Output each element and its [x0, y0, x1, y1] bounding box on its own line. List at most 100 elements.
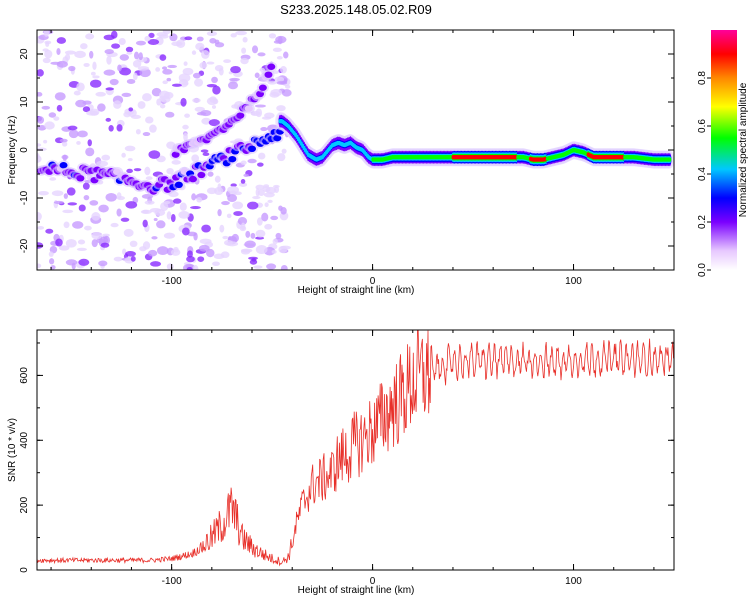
spectrogram-speckle: [49, 258, 55, 265]
spectrogram-speckle: [214, 175, 221, 183]
spectrogram-speckle: [150, 261, 162, 267]
spectrogram-speckle: [264, 202, 269, 208]
colorbar-tick-label: 0.0: [697, 263, 708, 277]
spectrogram-speckle: [76, 247, 87, 252]
spectrogram-speckle: [78, 258, 90, 266]
spectrogram-speckle: [257, 189, 265, 196]
spectrogram-speckle: [113, 100, 122, 109]
spectrogram-speckle: [255, 229, 266, 238]
spectrogram-speckle: [190, 205, 201, 210]
spectrogram-speckle: [221, 200, 230, 206]
spectrogram-speckle: [182, 124, 189, 130]
x-tick-label: 100: [565, 576, 582, 587]
spectrogram-speckle: [192, 72, 201, 79]
spectrogram-speckle: [123, 228, 134, 237]
spectrogram-speckle: [145, 176, 153, 181]
spectrogram-speckle: [194, 106, 205, 112]
spectrogram-speckle: [159, 54, 167, 61]
spectrogram-speckle: [229, 77, 240, 82]
ridge-upper-blob: [258, 84, 267, 91]
spectrogram-speckle: [197, 256, 205, 262]
spectrogram-speckle: [89, 200, 99, 206]
spectrogram-speckle: [183, 61, 188, 66]
spectrogram-speckle: [153, 217, 158, 222]
spectrogram-speckle: [186, 250, 193, 258]
y-tick-label: -10: [19, 190, 30, 205]
spectrogram-panel: S233.2025.148.05.02.R09 -100 0 100 -20-100…: [7, 2, 675, 296]
spectrogram-speckle: [196, 111, 207, 116]
spectrogram-speckle: [76, 140, 81, 145]
spectrogram-speckle: [135, 40, 146, 46]
spectrogram-speckle: [212, 85, 221, 95]
spectrogram-speckle: [211, 105, 217, 109]
spectrogram-speckle: [195, 42, 205, 51]
spectrogram-speckle: [63, 221, 70, 229]
spectrogram-speckle: [119, 67, 132, 76]
spectrogram-speckle: [151, 87, 162, 97]
spectrogram-speckle: [206, 61, 215, 65]
colorbar-tick-label: 0.8: [697, 71, 708, 85]
spectrogram-speckle: [68, 65, 76, 72]
spectrogram-speckle: [156, 246, 169, 255]
spectrogram-speckle: [105, 117, 112, 122]
spectrogram-speckle: [45, 228, 54, 234]
spectrogram-speckle: [257, 52, 266, 57]
ridge-lower-blob: [59, 162, 68, 169]
y-tick-label: 400: [19, 431, 30, 448]
spectrogram-speckle: [145, 116, 154, 124]
spectrogram-speckle: [38, 190, 49, 196]
spectrogram-speckle: [53, 200, 65, 205]
spectrogram-speckle: [67, 125, 78, 131]
spectrogram-speckle: [108, 124, 114, 132]
colorbar-ticks: 0.0 0.2 0.4 0.6 0.8: [697, 71, 711, 277]
spectrogram-y-axis: -20 -10 0 10 20: [19, 29, 674, 271]
spectrogram-speckle: [119, 54, 130, 61]
spectrogram-speckle: [110, 222, 119, 228]
spectrogram-speckle: [191, 193, 197, 201]
spectrogram-speckle: [142, 219, 148, 228]
spectrogram-speckle: [178, 73, 191, 83]
spectrogram-speckle: [126, 79, 136, 84]
spectrogram-speckle: [86, 110, 99, 116]
spectrogram-speckle: [43, 30, 50, 37]
snr-x-label: Height of straight line (km): [298, 585, 415, 596]
spectrogram-speckle: [202, 152, 210, 157]
spectrogram-speckle: [166, 77, 172, 82]
spectrogram-speckle: [257, 162, 264, 167]
spectrogram-speckle: [162, 66, 168, 70]
y-tick-label: 600: [19, 367, 30, 384]
spectrogram-speckle: [129, 240, 138, 248]
y-tick-label: 0: [19, 147, 30, 153]
spectrogram-speckle: [91, 239, 98, 248]
spectrogram-speckle: [218, 68, 224, 76]
spectrogram-speckle: [255, 245, 268, 254]
spectrogram-speckle: [125, 251, 136, 257]
colorbar-tick-label: 0.6: [697, 119, 708, 133]
spectrogram-speckle: [149, 207, 162, 213]
spectrogram-speckle: [278, 205, 283, 211]
spectrogram-speckle: [280, 66, 287, 74]
colorbar-gradient: [711, 30, 737, 270]
spectrogram-speckle: [267, 80, 277, 85]
spectrogram-speckle: [250, 232, 256, 239]
spectrogram-speckle: [278, 245, 288, 254]
spectrogram-speckle: [166, 263, 174, 270]
spectrogram-speckle: [62, 154, 67, 162]
spectrogram-speckle: [219, 224, 225, 233]
spectrogram-speckle: [148, 32, 155, 38]
spectrogram-speckle: [186, 267, 193, 270]
snr-marks: [37, 330, 674, 567]
spectrogram-speckle: [85, 33, 95, 40]
spectrogram-speckle: [109, 78, 119, 86]
ridge-upper-blob: [264, 71, 273, 78]
spectrogram-speckle: [192, 264, 199, 270]
spectrogram-speckle: [65, 259, 78, 266]
spectrogram-speckle: [120, 217, 130, 222]
spectrogram-speckle: [271, 250, 277, 254]
spectrogram-speckle: [142, 132, 151, 137]
spectrogram-speckle: [283, 51, 289, 59]
spectrogram-speckle: [44, 49, 53, 59]
spectrogram-speckle: [43, 139, 48, 144]
colorbar-tick-label: 0.2: [697, 215, 708, 229]
snr-plot-frame: [36, 329, 675, 571]
